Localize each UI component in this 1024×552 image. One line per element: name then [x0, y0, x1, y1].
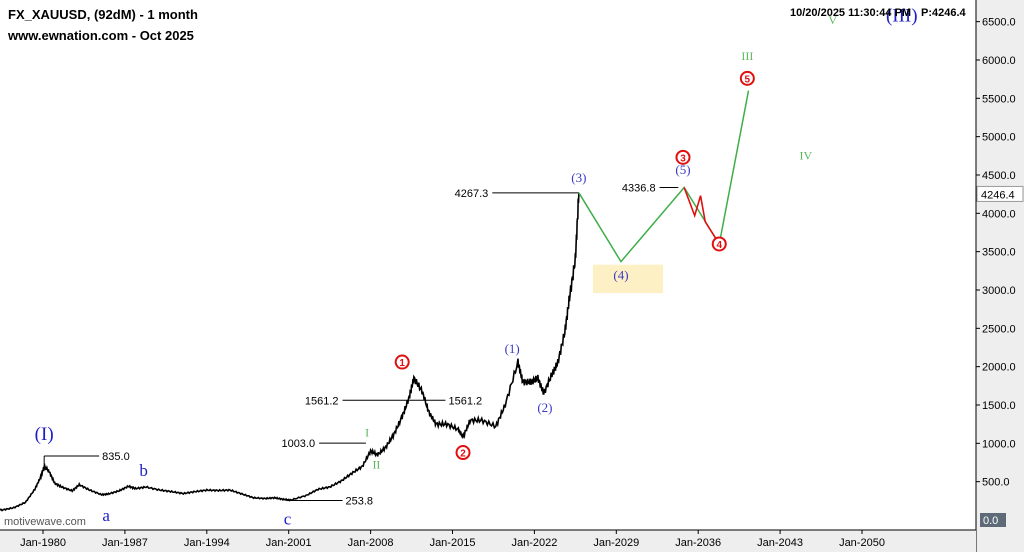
zero-badge: [980, 513, 1006, 527]
y-tick-label: 5500.0: [982, 93, 1016, 105]
wave-label: (2): [537, 400, 552, 415]
site-subtitle: www.ewnation.com - Oct 2025: [7, 28, 194, 43]
x-tick-label: Jan-2043: [757, 537, 803, 549]
circled-wave-label: 3: [675, 149, 691, 165]
circle-marker-label: 2: [460, 449, 466, 460]
x-tick-label: Jan-1987: [102, 537, 148, 549]
wave-label: IV: [800, 149, 813, 163]
circled-wave-label: 1: [394, 354, 410, 370]
zero-badge-label: 0.0: [983, 515, 998, 527]
y-tick-label: 5000.0: [982, 132, 1016, 144]
level-label: 835.0: [102, 451, 130, 463]
wave-label: (I): [35, 424, 54, 445]
y-tick-label: 3500.0: [982, 247, 1016, 259]
circle-marker-label: 5: [745, 74, 751, 85]
x-tick-label: Jan-2036: [675, 537, 721, 549]
y-tick-label: 4500.0: [982, 170, 1016, 182]
price-line: [0, 192, 580, 512]
wave-label: V: [828, 13, 837, 27]
wave-label: (4): [613, 267, 628, 282]
timestamp: 10/20/2025 11:30:44 PM: [790, 7, 911, 19]
x-axis-panel: [0, 530, 976, 552]
wave-label: I: [365, 425, 369, 439]
y-tick-label: 4000.0: [982, 208, 1016, 220]
y-axis-panel: [976, 0, 1024, 552]
circled-wave-label: 4: [711, 236, 727, 252]
circle-marker: [711, 236, 727, 252]
wave-label: (3): [571, 170, 586, 185]
wave-label: III: [741, 49, 753, 63]
watermark: motivewave.com: [4, 516, 86, 528]
wave-label: (III): [886, 6, 918, 27]
wave-label: a: [102, 506, 110, 525]
level-lines-group: 835.0 1003.0 1561.2 1561.2 253.8 4267.3 4336.8: [43, 182, 679, 508]
series-group: [0, 90, 750, 512]
x-tick-label: Jan-2001: [266, 537, 312, 549]
circle-marker-label: 1: [399, 358, 405, 369]
y-tick-label: 6000.0: [982, 55, 1016, 67]
chart-symbol-title: FX_XAUUSD, (92dM) - 1 month: [8, 7, 198, 22]
price-readout: P:4246.4: [921, 7, 967, 19]
level-label: 1561.2: [305, 395, 339, 407]
wave-label: (1): [505, 341, 520, 356]
level-label: 1561.2: [448, 395, 482, 407]
wave-label: II: [372, 458, 380, 472]
circle-marker: [675, 149, 691, 165]
level-label: 4336.8: [622, 182, 656, 194]
wave-label: b: [139, 461, 148, 480]
last-price-badge: [976, 185, 1024, 202]
target-zone-group: [592, 264, 664, 294]
wave-label: c: [284, 510, 292, 529]
circle-marker-label: 3: [680, 153, 686, 164]
circled-wave-label: 5: [739, 70, 755, 86]
circled-wave-label: 2: [455, 445, 471, 461]
y-tick-label: 1000.0: [982, 438, 1016, 450]
y-tick-label: 6500.0: [982, 17, 1016, 29]
correction-zigzag: [683, 187, 720, 245]
x-tick-label: Jan-1994: [184, 537, 230, 549]
x-tick-label: Jan-2015: [430, 537, 476, 549]
circle-marker: [739, 70, 755, 86]
circle-marker: [394, 354, 410, 370]
x-tick-label: Jan-2008: [348, 537, 394, 549]
x-tick-label: Jan-2022: [511, 537, 557, 549]
x-tick-label: Jan-1980: [20, 537, 66, 549]
x-tick-label: Jan-2050: [839, 537, 885, 549]
y-tick-label: 2500.0: [982, 323, 1016, 335]
level-label: 4267.3: [455, 188, 489, 200]
y-tick-label: 2000.0: [982, 362, 1016, 374]
target-zone: [592, 264, 664, 294]
y-tick-label: 500.0: [982, 477, 1010, 489]
level-label: 1003.0: [281, 438, 315, 450]
x-tick-label: Jan-2029: [593, 537, 639, 549]
chart-background: [0, 0, 976, 552]
circle-marker: [455, 445, 471, 461]
circle-marker-label: 4: [716, 240, 722, 251]
y-tick-label: 1500.0: [982, 400, 1016, 412]
wave-label: (5): [675, 162, 690, 177]
y-tick-label: 3000.0: [982, 285, 1016, 297]
level-label: 253.8: [346, 496, 374, 508]
last-price-badge-label: 4246.4: [981, 189, 1015, 201]
plot-area: [0, 0, 976, 552]
